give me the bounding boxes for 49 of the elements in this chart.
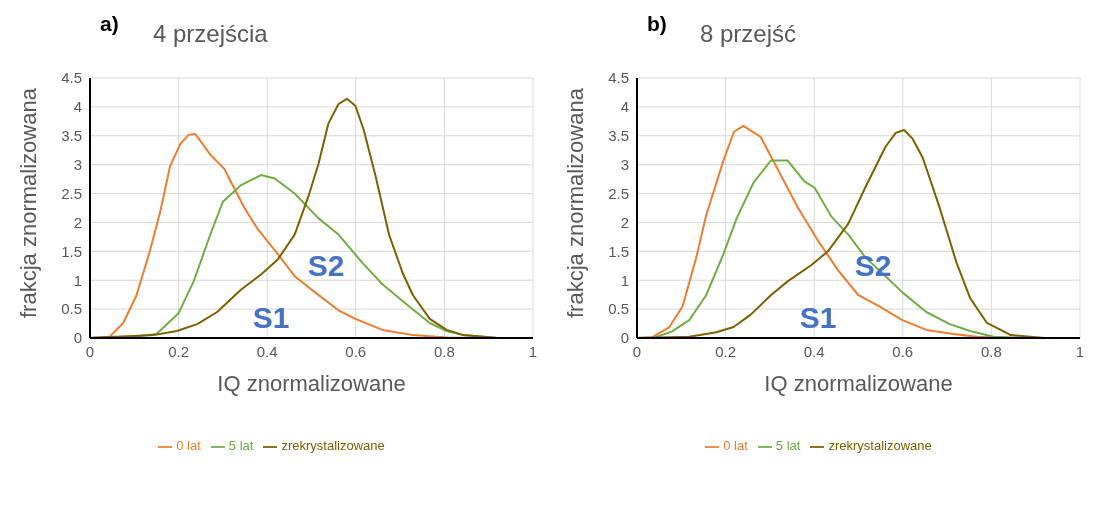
- x-tick-label: 0.8: [980, 342, 1002, 360]
- y-tick-label: 2: [73, 213, 82, 231]
- x-tick-label: 0: [632, 342, 642, 360]
- x-tick-label: 0.8: [433, 342, 455, 360]
- x-tick-label: 1: [528, 342, 538, 360]
- y-tick-label: 2: [620, 213, 629, 231]
- y-tick-label: 3: [620, 155, 629, 173]
- legend-label: 5 lat: [775, 438, 801, 453]
- y-tick-label: 4: [620, 98, 629, 116]
- chart-title: 8 przejść: [700, 20, 797, 48]
- x-tick-label: 0.2: [168, 342, 190, 360]
- x-tick-label: 1: [1075, 342, 1085, 360]
- y-axis-title: frakcja znormalizowana: [15, 87, 41, 318]
- y-axis-title: frakcja znormalizowana: [562, 87, 588, 318]
- x-axis-title: IQ znormalizowane: [217, 371, 406, 396]
- y-tick-label: 1: [620, 271, 629, 289]
- x-tick-label: 0.6: [345, 342, 367, 360]
- y-tick-label: 4.5: [61, 69, 82, 87]
- chart-title: 4 przejścia: [153, 20, 268, 48]
- legend-label: zrekrystalizowane: [281, 438, 385, 453]
- annotation: S1: [799, 301, 837, 335]
- y-tick-label: 1.5: [608, 242, 629, 260]
- annotation: S2: [307, 249, 345, 283]
- x-tick-label: 0.4: [803, 342, 825, 360]
- x-tick-label: 0: [85, 342, 95, 360]
- legend-label: 5 lat: [228, 438, 254, 453]
- y-tick-label: 4: [73, 98, 82, 116]
- x-tick-label: 0.2: [715, 342, 737, 360]
- y-tick-label: 4.5: [608, 69, 629, 87]
- legend-label: zrekrystalizowane: [828, 438, 932, 453]
- x-axis-title: IQ znormalizowane: [764, 371, 953, 396]
- legend-label: 0 lat: [176, 438, 201, 453]
- y-tick-label: 1.5: [61, 242, 82, 260]
- y-tick-label: 0.5: [61, 300, 82, 318]
- y-tick-label: 0: [73, 329, 82, 347]
- legend-label: 0 lat: [723, 438, 748, 453]
- y-tick-label: 0: [620, 329, 629, 347]
- y-tick-label: 0.5: [608, 300, 629, 318]
- y-tick-label: 2.5: [608, 184, 629, 202]
- y-tick-label: 3.5: [61, 127, 82, 145]
- text: a): [100, 12, 119, 36]
- y-tick-label: 3.5: [608, 127, 629, 145]
- annotation: S1: [252, 301, 290, 335]
- text: b): [647, 12, 667, 36]
- x-tick-label: 0.4: [256, 342, 278, 360]
- y-tick-label: 2.5: [61, 184, 82, 202]
- y-tick-label: 3: [73, 155, 82, 173]
- y-tick-label: 1: [73, 271, 82, 289]
- x-tick-label: 0.6: [892, 342, 914, 360]
